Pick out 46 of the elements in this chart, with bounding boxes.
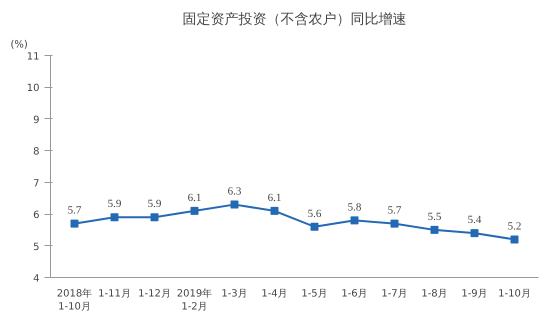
y-tick-label: 9 — [33, 114, 40, 126]
y-axis-title: (%) — [10, 40, 28, 50]
x-tick-label: 1-3月 — [221, 288, 248, 300]
x-tick-label: 1-8月 — [421, 288, 448, 300]
data-label: 5.9 — [148, 198, 162, 210]
data-label: 5.2 — [508, 220, 522, 232]
point — [390, 220, 398, 228]
y-tick-label: 8 — [33, 146, 40, 158]
data-label: 6.3 — [228, 186, 242, 198]
y-tick-label: 7 — [33, 178, 40, 190]
point — [230, 200, 238, 209]
x-tick-label: 1-11月 — [98, 288, 131, 300]
x-tick-label: 1-10月 — [498, 288, 531, 300]
data-label: 5.5 — [428, 210, 442, 223]
data-label: 6.1 — [268, 192, 282, 204]
point — [350, 216, 358, 224]
data-label: 5.7 — [68, 204, 82, 217]
point — [270, 206, 278, 215]
point — [70, 220, 78, 228]
data-label: 5.8 — [348, 201, 362, 214]
data-label: 5.9 — [108, 198, 122, 210]
data-label: 5.7 — [388, 204, 402, 217]
point — [150, 213, 158, 222]
y-tick-label: 11 — [26, 52, 40, 62]
data-label: 6.1 — [188, 192, 202, 204]
x-tick-label: 1-4月 — [261, 288, 288, 300]
y-tick-label: 6 — [33, 210, 40, 222]
data-label: 5.6 — [308, 208, 322, 220]
x-tick-label: 2019年 1-2月 — [176, 288, 212, 313]
point — [430, 226, 438, 234]
x-tick-label: 1-7月 — [381, 288, 408, 300]
y-tick-label: 4 — [33, 274, 40, 284]
point — [310, 222, 318, 231]
point — [510, 235, 518, 244]
data-label: 5.4 — [468, 214, 482, 226]
x-tick-label: 2018年 1-10月 — [56, 288, 92, 313]
y-tick-label: 5 — [33, 242, 40, 253]
x-tick-label: 1-12月 — [138, 288, 171, 300]
x-tick-label: 1-9月 — [461, 288, 488, 300]
point — [190, 206, 198, 215]
y-tick-label: 10 — [26, 83, 40, 94]
chart-title: 固定资产投资（不含农户）同比增速 — [182, 12, 406, 28]
point — [110, 213, 118, 222]
x-tick-label: 1-5月 — [301, 288, 328, 300]
x-tick-label: 1-6月 — [341, 288, 368, 300]
point — [470, 229, 478, 238]
